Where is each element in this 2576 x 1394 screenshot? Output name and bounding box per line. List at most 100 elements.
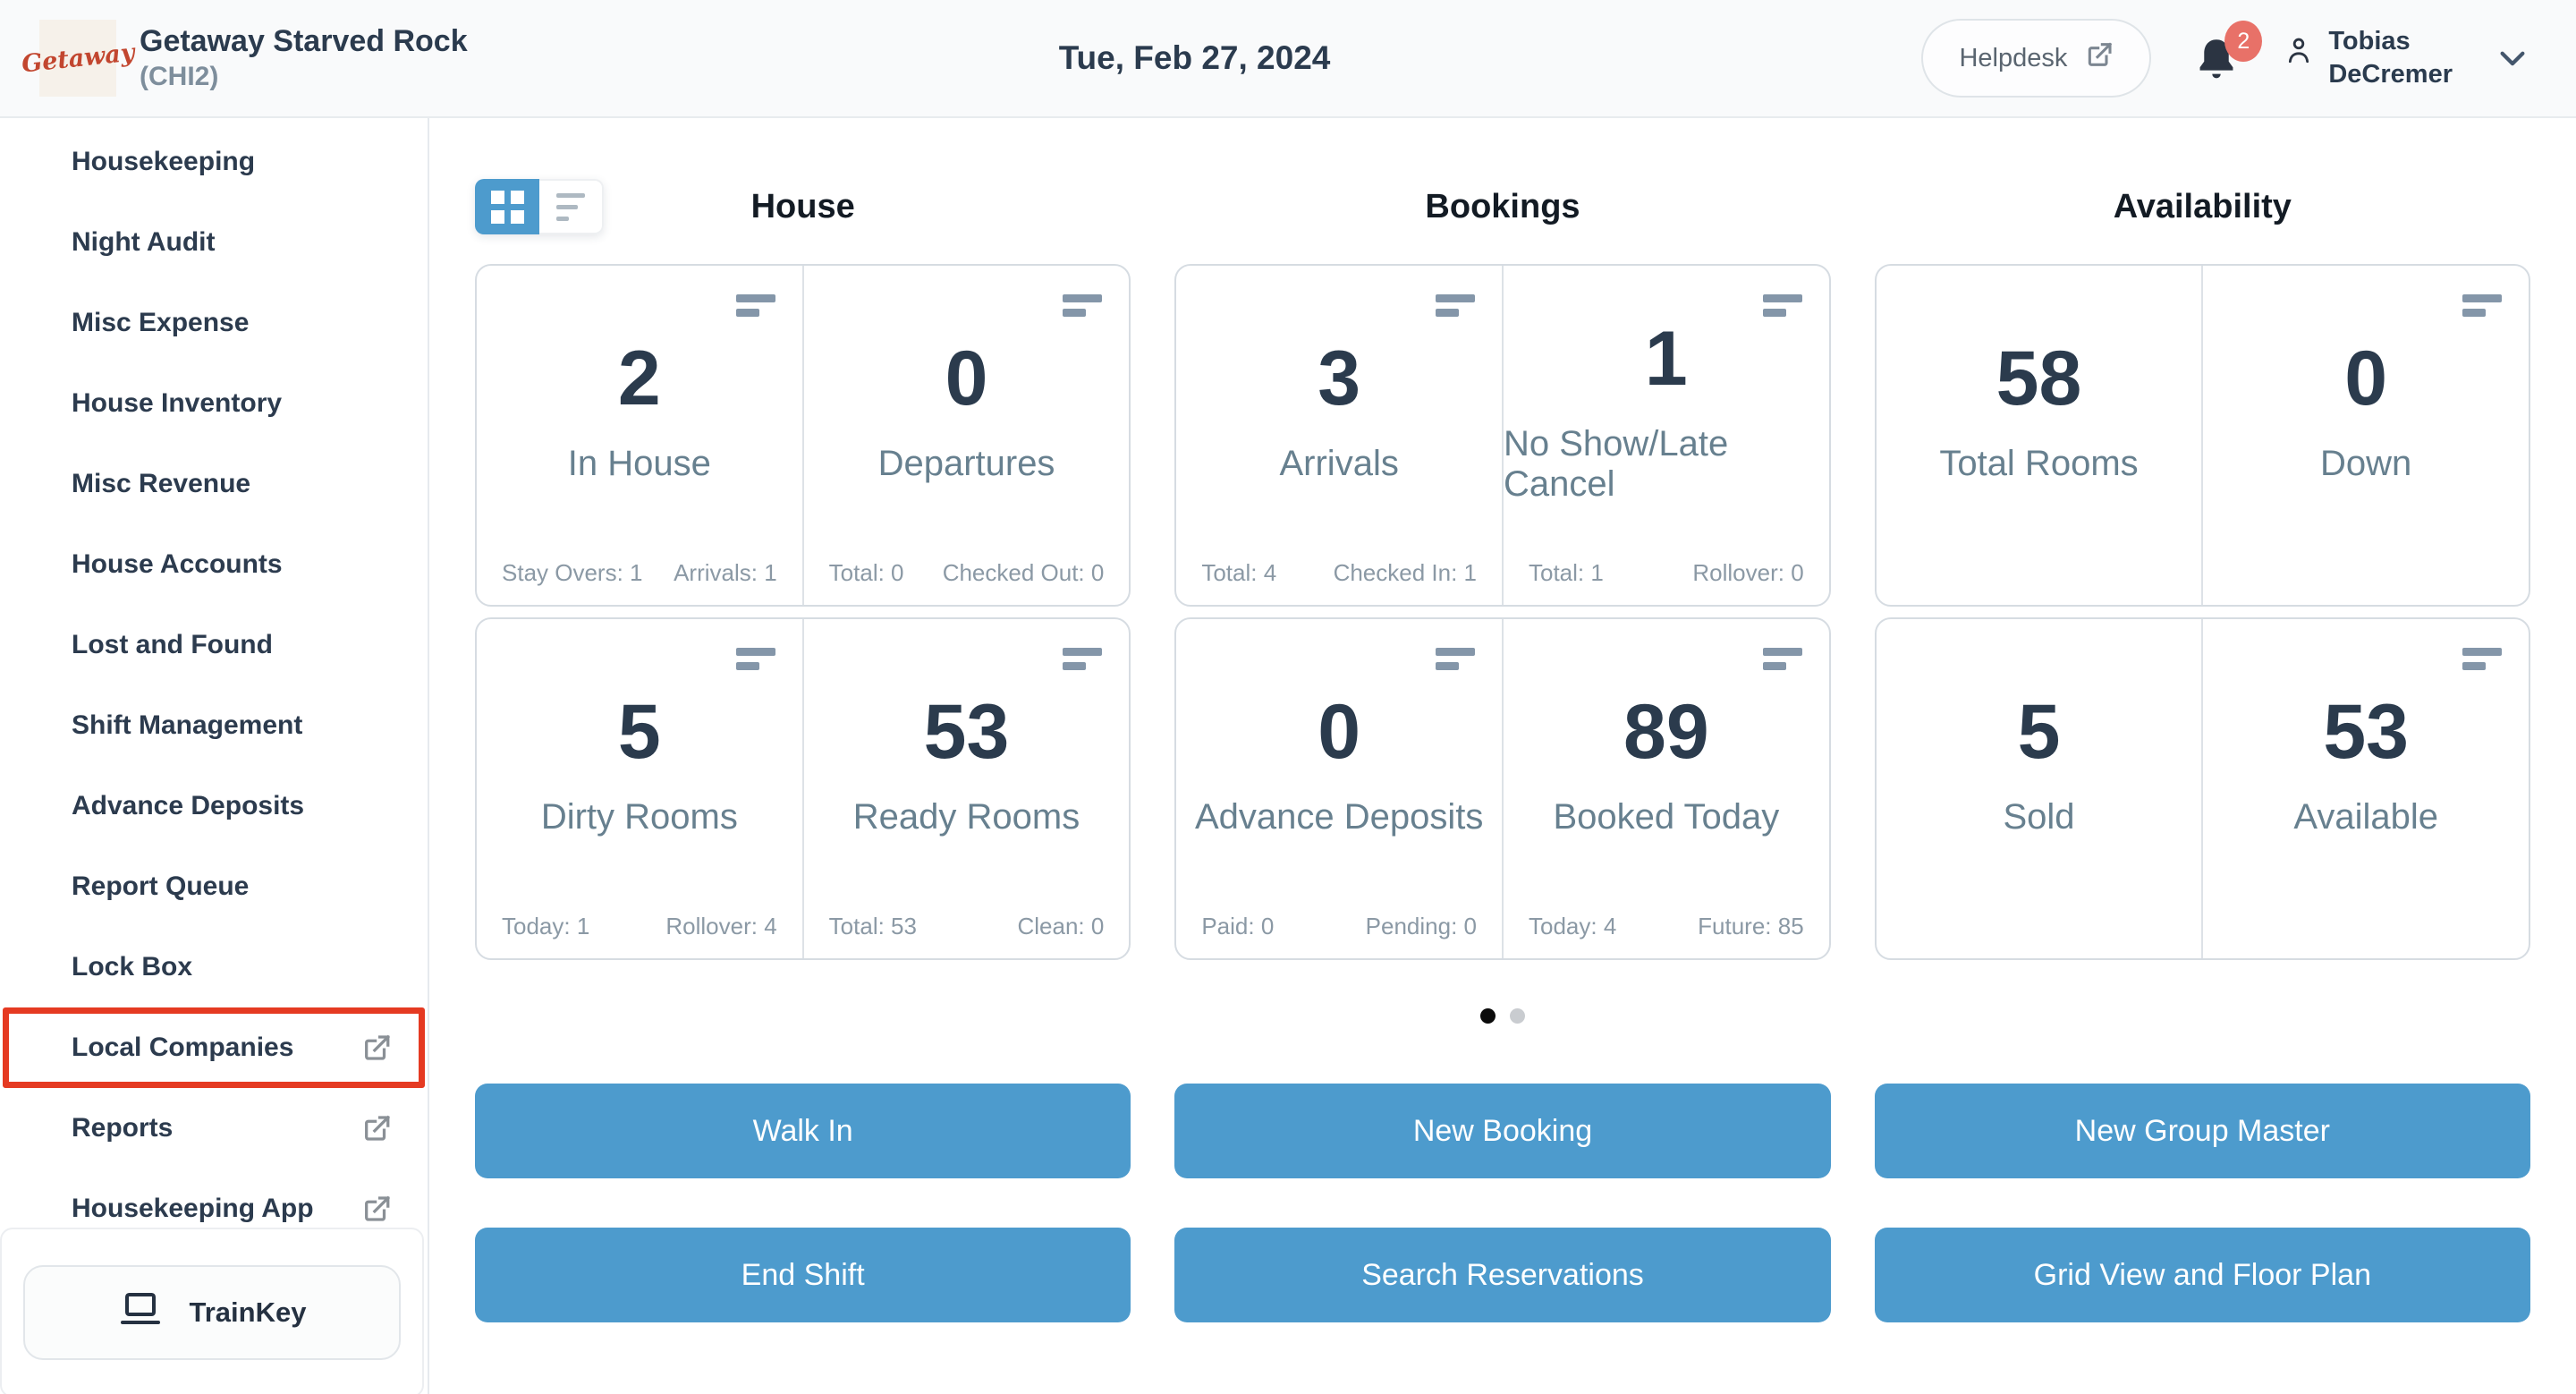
sidebar-item-label: House Inventory — [72, 388, 283, 418]
sidebar-item-local-companies[interactable]: Local Companies — [0, 1007, 428, 1088]
new-booking-button[interactable]: New Booking — [1174, 1084, 1831, 1178]
stat-footer-item-pending: Pending: 0 — [1365, 913, 1477, 939]
stat-card-in-house[interactable]: 2 In House Stay Overs: 1 Arrivals: 1 — [477, 266, 802, 605]
sidebar-item-label: Local Companies — [72, 1033, 294, 1062]
grid-view-button[interactable] — [475, 179, 539, 234]
stat-card-total-rooms[interactable]: 58 Total Rooms — [1877, 266, 2202, 605]
trainkey-button[interactable]: TrainKey — [23, 1265, 401, 1360]
stat-label: Arrivals — [1279, 444, 1399, 483]
pagination-dot-1[interactable] — [1480, 1008, 1496, 1024]
new-group-master-button[interactable]: New Group Master — [1874, 1084, 2530, 1178]
card-menu-icon[interactable] — [1762, 294, 1802, 317]
sidebar-item-house-inventory[interactable]: House Inventory — [0, 363, 428, 444]
section-title-house: House — [750, 187, 855, 225]
sidebar-item-lock-box[interactable]: Lock Box — [0, 927, 428, 1007]
card-menu-icon[interactable] — [2462, 648, 2502, 670]
notifications-bell[interactable]: 2 — [2192, 21, 2263, 85]
header-right: Helpdesk 2 — [1921, 19, 2531, 98]
stat-card-sold[interactable]: 5 Sold — [1877, 619, 2202, 958]
dashboard-controls: House Bookings Availability — [475, 179, 2530, 234]
current-date: Tue, Feb 27, 2024 — [1058, 39, 1331, 76]
card-menu-icon[interactable] — [735, 648, 775, 670]
stat-label: In House — [567, 444, 711, 483]
stat-footer: Stay Overs: 1 Arrivals: 1 — [502, 559, 777, 587]
stat-footer-item-rollover: Rollover: 0 — [1692, 559, 1804, 586]
user-name: Tobias DeCremer — [2328, 25, 2453, 91]
list-view-icon — [556, 192, 585, 221]
section-house: 2 In House Stay Overs: 1 Arrivals: 1 0 Depart… — [475, 264, 1131, 960]
sidebar-item-housekeeping[interactable]: Housekeeping — [0, 122, 428, 202]
sidebar-nav: Housekeeping Night Audit Misc Expense House… — [0, 118, 428, 1249]
search-reservations-button[interactable]: Search Reservations — [1174, 1228, 1831, 1322]
walk-in-button[interactable]: Walk In — [475, 1084, 1131, 1178]
logo-text: Getaway — [20, 38, 136, 79]
stat-card-dirty-rooms[interactable]: 5 Dirty Rooms Today: 1 Rollover: 4 — [477, 619, 802, 958]
helpdesk-button[interactable]: Helpdesk — [1921, 19, 2152, 98]
stat-footer-item-total: Total: 53 — [828, 913, 917, 939]
sidebar-item-shift-management[interactable]: Shift Management — [0, 685, 428, 766]
sidebar-item-night-audit[interactable]: Night Audit — [0, 202, 428, 283]
card-row-house-2: 5 Dirty Rooms Today: 1 Rollover: 4 53 Ready R… — [475, 617, 1131, 960]
property-title-block: Getaway Starved Rock (CHI2) — [140, 22, 468, 94]
stat-footer: Today: 4 Future: 85 — [1529, 913, 1804, 940]
stat-value: 0 — [945, 336, 988, 421]
trainkey-label: TrainKey — [189, 1296, 307, 1328]
sidebar-item-advance-deposits[interactable]: Advance Deposits — [0, 766, 428, 846]
sidebar-item-label: Lost and Found — [72, 630, 273, 659]
stat-card-no-show-late-cancel[interactable]: 1 No Show/Late Cancel Total: 1 Rollover: 0 — [1502, 266, 1829, 605]
stat-card-available[interactable]: 53 Available — [2201, 619, 2529, 958]
stat-footer-item-today: Today: 1 — [502, 913, 590, 939]
section-availability: 58 Total Rooms 0 Down 5 Sold 53 Available — [1874, 264, 2530, 960]
card-row-availability-1: 58 Total Rooms 0 Down — [1874, 264, 2530, 607]
notification-count-badge: 2 — [2224, 21, 2263, 62]
sidebar-item-label: Shift Management — [72, 710, 303, 740]
stat-card-ready-rooms[interactable]: 53 Ready Rooms Total: 53 Clean: 0 — [801, 619, 1130, 958]
stat-footer: Total: 1 Rollover: 0 — [1529, 559, 1804, 587]
stat-card-down[interactable]: 0 Down — [2201, 266, 2529, 605]
stat-card-advance-deposits[interactable]: 0 Advance Deposits Paid: 0 Pending: 0 — [1176, 619, 1502, 958]
card-row-bookings-1: 3 Arrivals Total: 4 Checked In: 1 1 No Show/L… — [1174, 264, 1831, 607]
list-view-button[interactable] — [539, 179, 604, 234]
sidebar-item-label: House Accounts — [72, 549, 283, 579]
stat-value: 2 — [617, 336, 661, 421]
card-menu-icon[interactable] — [1063, 648, 1103, 670]
grid-view-and-floor-plan-button[interactable]: Grid View and Floor Plan — [1874, 1228, 2530, 1322]
sidebar-item-house-accounts[interactable]: House Accounts — [0, 524, 428, 605]
stat-card-arrivals[interactable]: 3 Arrivals Total: 4 Checked In: 1 — [1176, 266, 1502, 605]
user-menu[interactable]: Tobias DeCremer — [2284, 25, 2453, 91]
stat-label: Booked Today — [1553, 797, 1780, 837]
sidebar-item-report-queue[interactable]: Report Queue — [0, 846, 428, 927]
stat-footer-item-arrivals: Arrivals: 1 — [674, 559, 777, 586]
sidebar-item-misc-expense[interactable]: Misc Expense — [0, 283, 428, 363]
carousel-pagination — [475, 1008, 2530, 1024]
stat-footer-item-paid: Paid: 0 — [1201, 913, 1275, 939]
stat-value: 0 — [1318, 689, 1361, 775]
card-menu-icon[interactable] — [1436, 294, 1475, 317]
card-menu-icon[interactable] — [735, 294, 775, 317]
pagination-dot-2[interactable] — [1510, 1008, 1525, 1024]
sidebar-item-label: Misc Expense — [72, 308, 250, 337]
stats-grid: 2 In House Stay Overs: 1 Arrivals: 1 0 Depart… — [475, 264, 2530, 960]
external-link-icon — [361, 1113, 392, 1143]
card-menu-icon[interactable] — [2462, 294, 2502, 317]
chevron-down-icon[interactable] — [2494, 39, 2531, 77]
stat-footer-item-total: Total: 4 — [1201, 559, 1277, 586]
card-menu-icon[interactable] — [1436, 648, 1475, 670]
stat-footer: Today: 1 Rollover: 4 — [502, 913, 777, 940]
end-shift-button[interactable]: End Shift — [475, 1228, 1131, 1322]
sidebar-item-label: Housekeeping App — [72, 1194, 314, 1223]
card-row-bookings-2: 0 Advance Deposits Paid: 0 Pending: 0 89 Book… — [1174, 617, 1831, 960]
card-menu-icon[interactable] — [1063, 294, 1103, 317]
sidebar-item-lost-and-found[interactable]: Lost and Found — [0, 605, 428, 685]
sidebar-item-housekeeping-app[interactable]: Housekeeping App — [0, 1169, 428, 1249]
sidebar-item-misc-revenue[interactable]: Misc Revenue — [0, 444, 428, 524]
stat-card-departures[interactable]: 0 Departures Total: 0 Checked Out: 0 — [801, 266, 1130, 605]
stat-footer-item-clean: Clean: 0 — [1017, 913, 1105, 939]
stat-label: Departures — [877, 444, 1055, 483]
person-icon — [2284, 25, 2314, 72]
stat-card-booked-today[interactable]: 89 Booked Today Today: 4 Future: 85 — [1502, 619, 1829, 958]
stat-value: 5 — [2017, 689, 2061, 775]
card-menu-icon[interactable] — [1762, 648, 1802, 670]
helpdesk-label: Helpdesk — [1959, 43, 2068, 72]
sidebar-item-reports[interactable]: Reports — [0, 1088, 428, 1169]
